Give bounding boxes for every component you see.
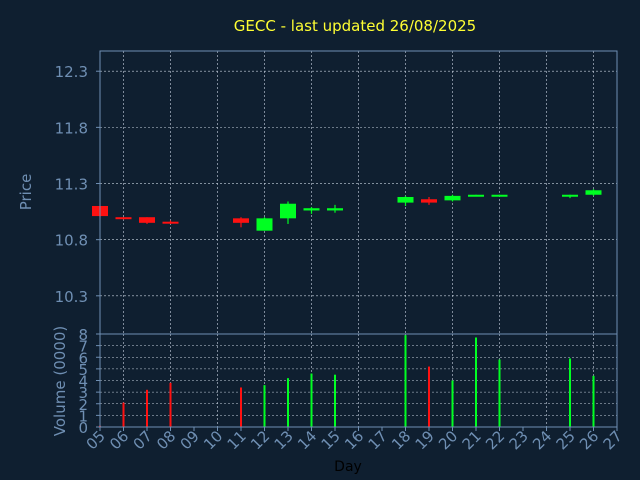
volume-tick-label: 7	[78, 338, 88, 356]
volume-bar	[169, 382, 172, 427]
volume-tick-label: 3	[78, 384, 88, 402]
volume-tick-label: 6	[78, 349, 88, 367]
volume-tick-label: 8	[78, 326, 88, 344]
volume-bar	[334, 374, 336, 427]
candle-body	[233, 218, 249, 223]
chart-title: GECC - last updated 26/08/2025	[234, 17, 476, 35]
volume-bar	[498, 359, 501, 427]
volume-bar	[310, 373, 313, 427]
price-tick-label: 11.3	[55, 176, 88, 194]
candle-body	[256, 218, 273, 231]
candle-body	[303, 208, 320, 211]
volume-axis-label: Volume (0000)	[51, 326, 69, 436]
price-axis-label: Price	[17, 174, 35, 211]
volume-bar	[475, 337, 477, 427]
volume-bar	[146, 389, 148, 427]
candle-body	[327, 208, 343, 211]
price-tick-label: 11.8	[55, 119, 88, 137]
candle-body	[162, 221, 179, 224]
volume-bar	[451, 380, 454, 427]
candle-body	[491, 194, 508, 197]
volume-bar	[263, 385, 266, 427]
volume-bar	[240, 387, 242, 427]
volume-bar	[592, 375, 595, 427]
volume-tick-label: 2	[78, 396, 88, 414]
candle-body	[444, 195, 461, 201]
candle-body	[585, 190, 602, 195]
volume-bar	[287, 378, 289, 427]
candle-body	[139, 217, 155, 223]
volume-tick-label: 0	[78, 419, 88, 437]
candle-body	[115, 217, 132, 220]
volume-bar	[404, 335, 407, 427]
candle-body	[468, 194, 484, 197]
volume-bar	[428, 366, 430, 427]
candle-body	[397, 196, 414, 203]
volume-bar	[569, 358, 571, 427]
price-tick-label: 10.3	[55, 288, 88, 306]
volume-tick-label: 5	[78, 361, 88, 379]
x-axis-label: Day	[334, 459, 362, 475]
volume-tick-label: 1	[78, 407, 88, 425]
candle-body	[421, 199, 437, 203]
volume-tick-label: 4	[78, 373, 88, 391]
price-panel: 10.3 10.8 11.3 11.8 12.3	[55, 50, 618, 335]
candle-body	[280, 203, 296, 219]
volume-bar	[122, 402, 125, 427]
price-tick-label: 10.8	[55, 232, 88, 250]
candle-body	[562, 194, 578, 197]
price-tick-label: 12.3	[55, 63, 88, 81]
